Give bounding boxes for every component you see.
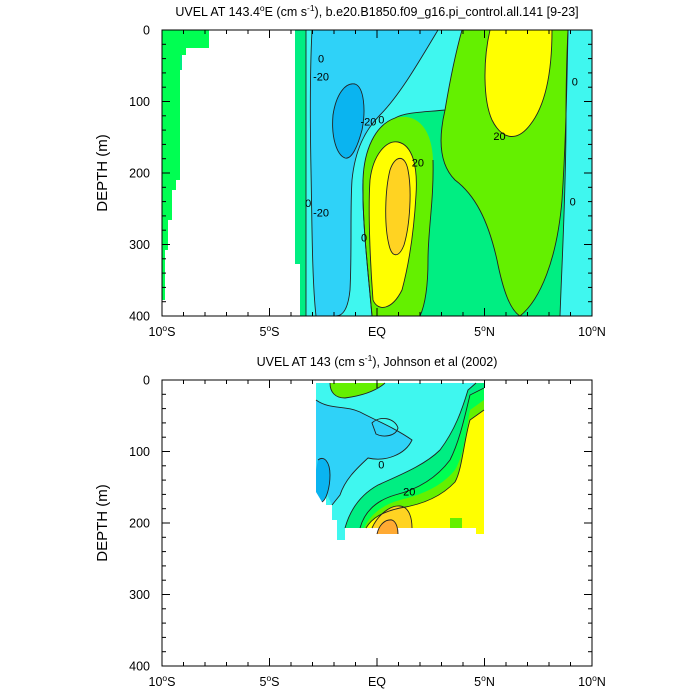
- panel-2-y-tick-labels: 0 100 200 300 400: [129, 374, 150, 674]
- panel-1-y-axis-label: DEPTH (m): [94, 134, 111, 212]
- panel-2-contour-labels: 0 20: [378, 459, 415, 498]
- contour-label: 0: [378, 114, 384, 126]
- obs-pos10-top: [330, 383, 385, 398]
- obs-pos20: [366, 410, 484, 534]
- panel-1-contour-lines: [305, 30, 569, 316]
- panel-2-ticks: [161, 379, 593, 667]
- x-tick-label: 10oN: [578, 673, 606, 689]
- x-tick-label: 10oN: [578, 323, 606, 339]
- y-tick-label: 400: [129, 310, 150, 324]
- contour-label: -20: [313, 207, 329, 219]
- panel-1-contour-field: [162, 30, 592, 316]
- contour-label: 0: [305, 198, 311, 210]
- panel-2-x-tick-labels: 10oS 5oS EQ 5oN 10oN: [149, 673, 606, 689]
- y-tick-label: 400: [129, 660, 150, 674]
- x-tick-label: 5oS: [259, 673, 279, 689]
- contour-label: 0: [318, 54, 324, 66]
- y-tick-label: 200: [129, 517, 150, 531]
- panel-2-title: UVEL AT 143 (cm s-1), Johnson et al (200…: [257, 353, 498, 369]
- x-tick-label: 5oN: [474, 323, 495, 339]
- field-zero-west-strip: [295, 30, 306, 316]
- y-tick-label: 100: [129, 95, 150, 109]
- obs-neg30: [316, 458, 330, 502]
- panel-2-contour-lines: [315, 382, 485, 535]
- panel-1-y-tick-labels: 0 100 200 300 400: [129, 24, 150, 324]
- field-coastal-strip: [162, 30, 209, 300]
- panel-2-contour-field: [315, 382, 485, 540]
- panel-1-title: UVEL AT 143.4oE (cm s-1), b.e20.B1850.f0…: [175, 3, 578, 19]
- panel-1: UVEL AT 143.4oE (cm s-1), b.e20.B1850.f0…: [94, 3, 606, 339]
- contour-label: 0: [378, 459, 384, 471]
- panel-2: UVEL AT 143 (cm s-1), Johnson et al (200…: [94, 353, 606, 689]
- contour-label: -20: [360, 117, 376, 129]
- x-tick-label: EQ: [368, 675, 386, 689]
- contour-label: 0: [572, 76, 578, 88]
- field-neg30-west: [332, 83, 364, 159]
- y-tick-label: 200: [129, 167, 150, 181]
- contour-label: 20: [493, 131, 505, 143]
- y-tick-label: 300: [129, 238, 150, 252]
- y-tick-label: 300: [129, 588, 150, 602]
- x-tick-label: 5oN: [474, 673, 495, 689]
- panel-2-y-axis-label: DEPTH (m): [94, 484, 111, 562]
- x-tick-label: EQ: [368, 325, 386, 339]
- contour-label: 20: [412, 157, 424, 169]
- panel-1-ticks: [161, 29, 593, 317]
- x-tick-label: 5oS: [259, 323, 279, 339]
- contour-label: 0: [361, 232, 367, 244]
- y-tick-label: 0: [143, 374, 150, 388]
- y-tick-label: 0: [143, 24, 150, 38]
- y-tick-label: 100: [129, 445, 150, 459]
- x-tick-label: 10oS: [149, 673, 176, 689]
- field-pos30-euc: [385, 158, 411, 255]
- obs-pos30: [372, 505, 412, 528]
- x-tick-label: 10oS: [149, 323, 176, 339]
- panel-1-x-tick-labels: 10oS 5oS EQ 5oN 10oN: [149, 323, 606, 339]
- contour-label: 0: [570, 197, 576, 209]
- field-land: [162, 30, 300, 316]
- field-pos20-necc: [484, 30, 552, 137]
- obs-pos40: [377, 519, 398, 534]
- contour-label: -20: [313, 71, 329, 83]
- contour-label: 20: [403, 487, 415, 499]
